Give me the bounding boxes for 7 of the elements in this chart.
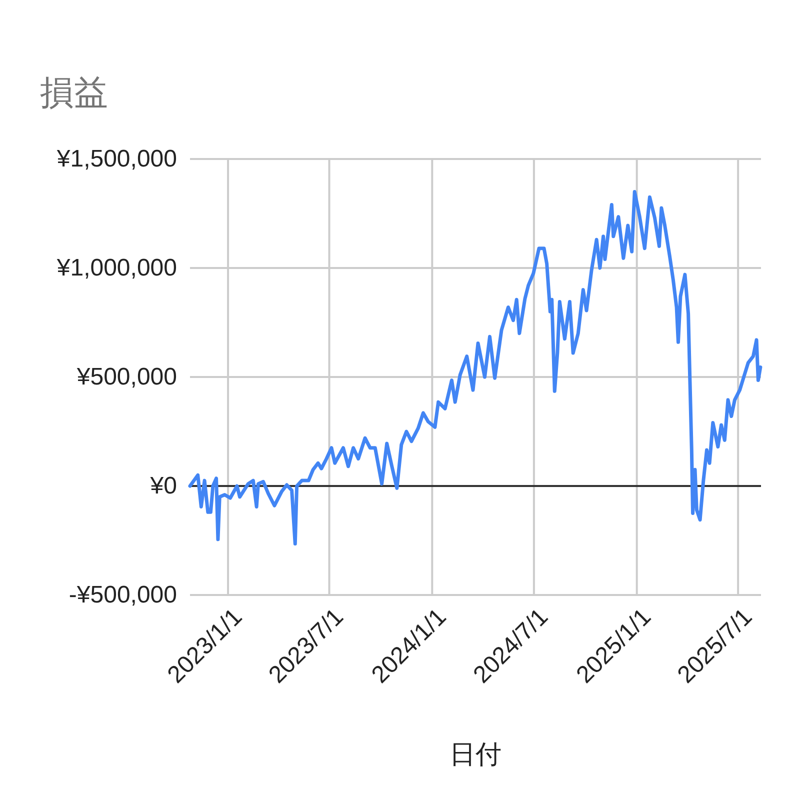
y-tick-label: ¥1,500,000 [56, 146, 177, 172]
chart-title: 損益 [40, 74, 108, 112]
y-tick-label: ¥500,000 [76, 364, 177, 390]
y-tick-label: -¥500,000 [68, 582, 177, 608]
x-axis-title: 日付 [450, 739, 502, 769]
y-tick-label: ¥1,000,000 [56, 254, 177, 282]
y-tick-label: ¥0 [149, 472, 177, 500]
